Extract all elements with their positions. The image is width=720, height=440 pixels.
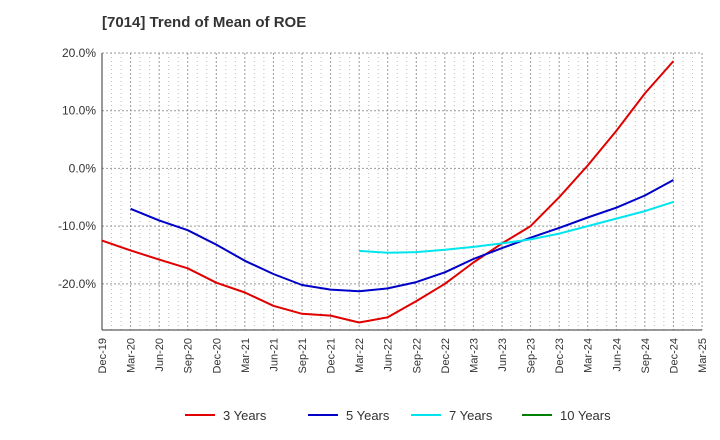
x-tick-label: Sep-22 — [411, 338, 423, 373]
x-tick-label: Mar-20 — [126, 338, 138, 373]
x-tick-label: Jun-21 — [268, 338, 280, 372]
x-tick-label: Jun-22 — [383, 338, 395, 372]
legend: 3 Years 5 Years 7 Years 10 Years — [185, 408, 611, 423]
legend-label-5-years: 5 Years — [346, 408, 390, 423]
x-tick-label: Dec-21 — [326, 338, 338, 373]
x-tick-label: Jun-23 — [497, 338, 509, 372]
series-line-5-years — [130, 179, 674, 293]
y-tick-label: 0.0% — [69, 161, 97, 175]
y-tick-label: 20.0% — [62, 46, 96, 60]
x-tick-label: Dec-20 — [211, 338, 223, 373]
x-tick-label: Dec-22 — [440, 338, 452, 373]
x-tick-label: Jun-20 — [154, 338, 166, 372]
legend-label-10-years: 10 Years — [560, 408, 611, 423]
x-tick-label: Jun-24 — [611, 338, 623, 372]
x-tick-label: Mar-23 — [468, 338, 480, 373]
y-axis-ticks: 20.0% 10.0% 0.0% -10.0% -20.0% — [58, 46, 96, 291]
x-tick-label: Mar-24 — [583, 338, 595, 373]
x-tick-label: Sep-23 — [526, 338, 538, 373]
grid-lines — [101, 52, 703, 331]
x-tick-label: Mar-21 — [240, 338, 252, 373]
series-line-7-years — [359, 200, 674, 254]
x-tick-label: Dec-23 — [554, 338, 566, 373]
x-tick-label: Mar-22 — [354, 338, 366, 373]
x-tick-label: Dec-24 — [668, 338, 680, 373]
legend-label-3-years: 3 Years — [223, 408, 267, 423]
series-line-3-years — [101, 60, 675, 324]
y-tick-label: -10.0% — [58, 219, 96, 233]
chart-title: [7014] Trend of Mean of ROE — [102, 14, 307, 31]
y-tick-label: 10.0% — [62, 104, 96, 118]
x-tick-label: Sep-24 — [640, 338, 652, 373]
x-tick-label: Sep-20 — [183, 338, 195, 373]
x-tick-label: Sep-21 — [297, 338, 309, 373]
y-tick-label: -20.0% — [58, 277, 96, 291]
x-axis-ticks: Dec-19 Mar-20 Jun-20 Sep-20 Dec-20 Mar-21 Jun-… — [97, 338, 709, 373]
legend-label-7-years: 7 Years — [449, 408, 493, 423]
series-lines — [101, 60, 675, 324]
plot-background — [102, 53, 702, 330]
plot-area — [102, 53, 702, 330]
x-tick-label: Mar-25 — [697, 338, 709, 373]
x-tick-label: Dec-19 — [97, 338, 109, 373]
